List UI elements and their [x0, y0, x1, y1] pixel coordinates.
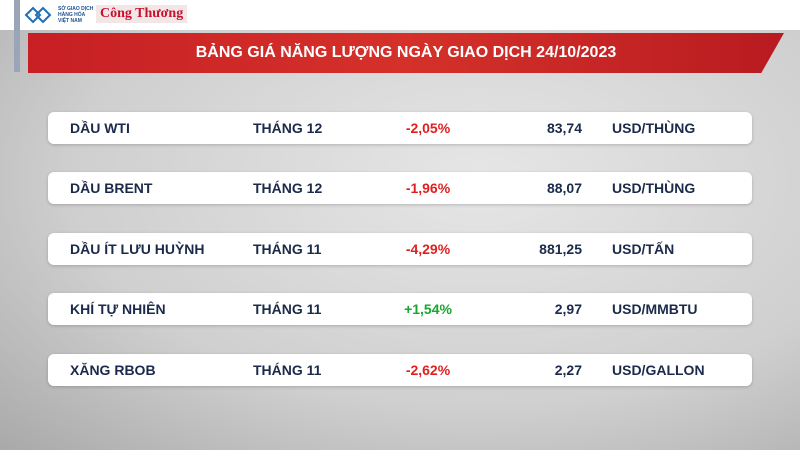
change: +1,54%	[404, 301, 452, 317]
price: 881,25	[539, 241, 582, 257]
table-row: XĂNG RBOB THÁNG 11 -2,62% 2,27 USD/GALLON	[48, 354, 752, 386]
table-row: KHÍ TỰ NHIÊN THÁNG 11 +1,54% 2,97 USD/MMBTU	[48, 293, 752, 325]
price: 88,07	[546, 180, 582, 196]
table-row: DẦU WTI THÁNG 12 -2,05% 83,74 USD/THÙNG	[48, 112, 752, 144]
brand: Công Thương	[96, 5, 188, 23]
title: BẢNG GIÁ NĂNG LƯỢNG NGÀY GIAO DỊCH 24/10…	[195, 44, 617, 61]
contract-month: THÁNG 12	[253, 120, 323, 136]
unit: USD/THÙNG	[612, 120, 696, 136]
table-row: DẦU BRENT THÁNG 12 -1,96% 88,07 USD/THÙNG	[48, 172, 752, 204]
price: 83,74	[546, 120, 582, 136]
side-strip	[14, 0, 20, 72]
unit: USD/TẤN	[612, 241, 675, 257]
product: XĂNG RBOB	[70, 362, 156, 378]
table-row: DẦU ÍT LƯU HUỲNH THÁNG 11 -4,29% 881,25 USD/…	[48, 233, 752, 265]
contract-month: THÁNG 11	[253, 301, 322, 317]
contract-month: THÁNG 11	[253, 362, 322, 378]
contract-month: THÁNG 12	[253, 180, 323, 196]
product: KHÍ TỰ NHIÊN	[70, 301, 166, 317]
change: -1,96%	[405, 180, 451, 196]
title-banner	[28, 33, 784, 73]
unit: USD/GALLON	[612, 362, 705, 378]
unit: USD/MMBTU	[612, 301, 698, 317]
price: 2,27	[554, 362, 582, 378]
product: DẦU BRENT	[70, 180, 153, 196]
unit: USD/THÙNG	[612, 180, 696, 196]
product: DẦU ÍT LƯU HUỲNH	[70, 241, 205, 257]
price: 2,97	[554, 301, 582, 317]
logo-text: SỞ GIAO DỊCH HÀNG HÓA VIỆT NAM	[58, 6, 94, 24]
logo-icon	[24, 6, 52, 24]
contract-month: THÁNG 11	[253, 241, 322, 257]
change: -4,29%	[405, 241, 451, 257]
change: -2,62%	[405, 362, 451, 378]
change: -2,05%	[405, 120, 451, 136]
product: DẦU WTI	[70, 120, 130, 136]
